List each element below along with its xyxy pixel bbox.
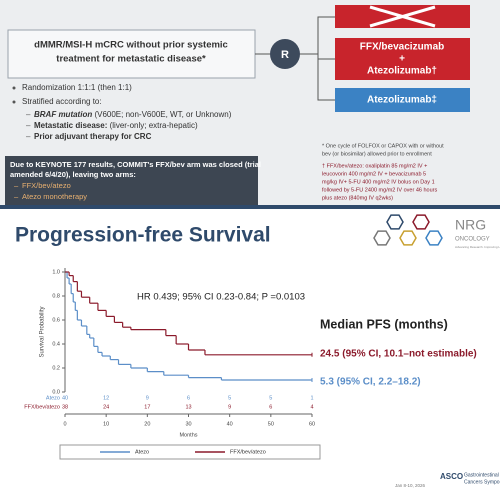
- median-label: 5.3 (95% CI, 2.2–18.2): [320, 377, 421, 388]
- risk-row-label: FFX/bev/atezo: [24, 404, 60, 410]
- at-risk-count: 6: [187, 395, 190, 401]
- legend-label: Atezo: [135, 449, 149, 455]
- bottom-slide: Progression-free Survival NRG ONCOLOGY Adva…: [15, 214, 500, 488]
- footnote: leucovorin 400 mg/m2 IV + bevacizumab 5: [322, 171, 426, 177]
- footer-date: Jan 8-10, 2026: [395, 483, 426, 488]
- stratifier-label: Prior adjuvant therapy for CRC: [34, 132, 152, 141]
- x-axis-label: Months: [179, 432, 197, 438]
- x-tick-label: 40: [227, 421, 233, 427]
- y-tick-label: 0.6: [52, 317, 60, 323]
- x-tick-label: 30: [185, 421, 191, 427]
- logo-hexagon: [412, 214, 430, 230]
- cross: [369, 5, 436, 28]
- arm-box: [335, 88, 470, 112]
- sub-bullet: –: [26, 121, 31, 130]
- footer-org: ASCO: [440, 472, 463, 481]
- legend-box: [59, 444, 321, 460]
- at-risk-count: 24: [103, 404, 109, 410]
- randomization-label: R: [281, 49, 289, 61]
- footnote: mg/kg IV+ 5-FU 400 mg/m2 IV bolus on Day…: [322, 179, 435, 185]
- sub-bullet: –: [14, 181, 19, 190]
- annotation: HR 0.439; 95% CI 0.23-0.84; P =0.0103: [137, 292, 305, 303]
- at-risk-count: 5: [228, 395, 231, 401]
- at-risk-count: 12: [103, 395, 109, 401]
- bullet: [12, 86, 16, 90]
- footnote: * One cycle of FOLFOX or CAPOX with or w…: [322, 143, 444, 149]
- y-tick-label: 1.0: [52, 269, 60, 275]
- bullet-text: Stratified according to:: [22, 97, 102, 106]
- x-tick-label: 50: [268, 421, 274, 427]
- y-axis-label: Survival Probability: [40, 306, 46, 357]
- legend-label: FFX/bev/atezo: [230, 449, 266, 455]
- y-tick-label: 0.2: [52, 365, 60, 371]
- stratifier-label: BRAF mutation: [34, 110, 92, 119]
- at-risk-count: 9: [146, 395, 149, 401]
- logo-hexagon: [425, 230, 443, 246]
- x-tick-label: 60: [309, 421, 315, 427]
- sub-bullet: –: [26, 110, 31, 119]
- stratifier-text: (liver-only; extra-hepatic): [107, 121, 198, 130]
- connector: [317, 54, 335, 101]
- y-tick-label: 0.8: [52, 293, 60, 299]
- x-tick-label: 20: [144, 421, 150, 427]
- at-risk-count: 17: [144, 404, 150, 410]
- arm-box: [335, 38, 470, 80]
- amendment-text: Due to KEYNOTE 177 results, COMMIT's FFX…: [10, 160, 261, 169]
- logo-hexagon: [399, 230, 417, 246]
- randomization-circle: [270, 39, 300, 69]
- stratifier-label: Metastatic disease:: [34, 121, 107, 130]
- footnote: † FFX/bev/atezo: oxaliplatin 85 mg/m2 IV…: [322, 163, 427, 169]
- logo-hexagon: [373, 230, 391, 246]
- at-risk-count: 38: [62, 404, 68, 410]
- at-risk-count: 1: [310, 395, 313, 401]
- sub-bullet: –: [14, 192, 19, 201]
- at-risk-count: 4: [310, 404, 313, 410]
- stratifier-text: (V600E; non-V600E, WT, or Unknown): [92, 110, 232, 119]
- arm-label: Atezolizumab†: [367, 66, 437, 77]
- chart-title: Progression-free Survival: [15, 224, 271, 247]
- at-risk-count: 9: [228, 404, 231, 410]
- y-tick-label: 0.4: [52, 341, 60, 347]
- amendment-bullet: FFX/bev/atezo: [22, 181, 71, 190]
- bullet: [12, 100, 16, 104]
- divider: [0, 205, 500, 209]
- arm-label: Atezolizumab‡: [367, 95, 437, 106]
- population-text: treatment for metastatic disease*: [56, 54, 206, 65]
- bottom-slide-bg: [0, 209, 500, 493]
- at-risk-count: 13: [185, 404, 191, 410]
- footer-event: Gastrointestinal: [464, 472, 499, 478]
- stratifier: Prior adjuvant therapy for CRC: [34, 132, 152, 141]
- risk-row-label: Atezo: [46, 395, 60, 401]
- x-tick-label: 10: [103, 421, 109, 427]
- arm-label: +: [399, 54, 405, 65]
- footnote: followed by 5-FU 2400 mg/m2 IV over 46 h…: [322, 187, 438, 193]
- at-risk-count: 6: [269, 404, 272, 410]
- stratifier: BRAF mutation (V600E; non-V600E, WT, or …: [34, 110, 232, 119]
- amendment-bullet: Atezo monotherapy: [22, 192, 87, 201]
- stratifier: Metastatic disease: (liver-only; extra-h…: [34, 121, 198, 130]
- at-risk-count: 40: [62, 395, 68, 401]
- amendment-text: amended 6/4/20), leaving two arms:: [10, 170, 136, 179]
- bullet-text: Randomization 1:1:1 (then 1:1): [22, 83, 132, 92]
- logo-hexagon: [386, 214, 404, 230]
- logo-name: NRG: [455, 217, 486, 233]
- connector: [300, 16, 335, 55]
- footer-event: Cancers Symposium: [464, 479, 500, 485]
- top-slide: dMMR/MSI-H mCRC without prior systemic tr…: [10, 40, 444, 202]
- logo-tagline: Advancing Research. Improving Lives.: [455, 245, 500, 249]
- sub-bullet: –: [26, 132, 31, 141]
- y-tick-label: 0.0: [52, 389, 60, 395]
- footnote: plus atezo (840mg IV q2wks): [322, 195, 393, 201]
- logo-sub: ONCOLOGY: [455, 237, 490, 243]
- arm-label: FFX/bevacizumab: [360, 42, 444, 53]
- at-risk-count: 5: [269, 395, 272, 401]
- footnote: bev (or biosimilar) allowed prior to enr…: [322, 151, 432, 157]
- x-tick-label: 0: [63, 421, 66, 427]
- population-box: [7, 29, 256, 79]
- amendment-box: [5, 156, 258, 205]
- median-label: 24.5 (95% CI, 10.1–not estimable): [320, 349, 477, 360]
- population-text: dMMR/MSI-H mCRC without prior systemic: [34, 40, 228, 51]
- median-title: Median PFS (months): [320, 317, 448, 331]
